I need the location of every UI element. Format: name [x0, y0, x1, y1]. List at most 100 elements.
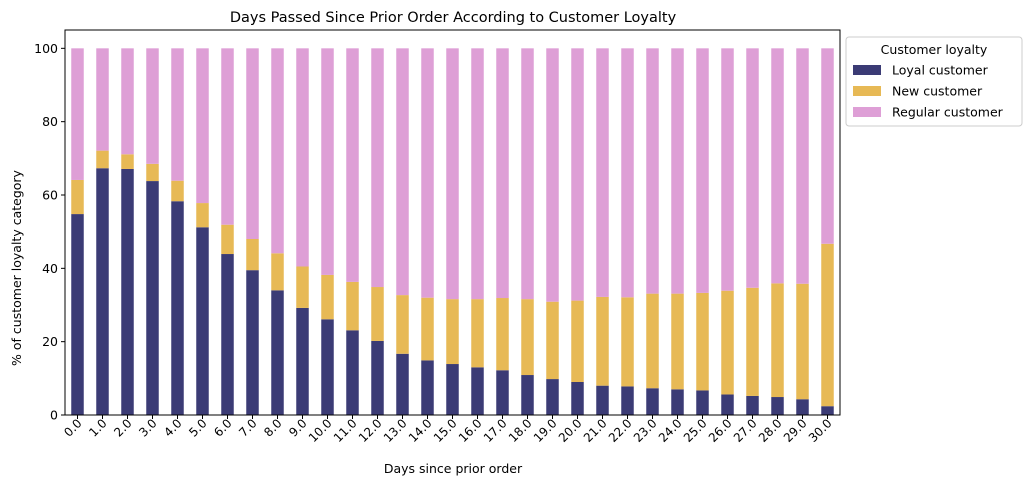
bar-segment-new-customer-15.0	[446, 299, 459, 365]
bar-segment-loyal-customer-1.0	[96, 168, 109, 415]
bar-segment-new-customer-27.0	[746, 287, 759, 396]
bar-segment-new-customer-17.0	[496, 298, 509, 371]
bar-segment-loyal-customer-14.0	[421, 360, 434, 415]
bar-segment-loyal-customer-7.0	[246, 270, 259, 415]
bar-segment-regular-customer-15.0	[446, 48, 459, 300]
legend-box	[845, 36, 1023, 127]
x-tick-label: 20.0	[556, 416, 585, 445]
bar-segment-regular-customer-1.0	[96, 48, 109, 151]
bar-segment-new-customer-1.0	[96, 150, 109, 169]
bar-segment-loyal-customer-15.0	[446, 364, 459, 415]
x-tick-label: 8.0	[261, 416, 284, 439]
y-tick-label: 40	[42, 261, 58, 276]
plot-frame	[64, 29, 841, 416]
bar-segment-loyal-customer-18.0	[521, 375, 534, 415]
x-tick-label: 22.0	[606, 416, 635, 445]
bar-segment-new-customer-21.0	[596, 296, 609, 386]
x-tick-label: 19.0	[531, 416, 560, 445]
y-tick-label: 80	[42, 114, 58, 129]
bar-segment-loyal-customer-4.0	[171, 201, 184, 415]
bar-segment-regular-customer-6.0	[221, 48, 234, 225]
legend-swatch-loyal-customer	[853, 65, 881, 75]
x-tick-label: 27.0	[731, 416, 760, 445]
bar-segment-regular-customer-2.0	[121, 48, 134, 155]
x-tick-label: 16.0	[456, 416, 485, 445]
x-tick-label: 30.0	[806, 416, 835, 445]
chart-title: Days Passed Since Prior Order According …	[230, 10, 677, 26]
bar-segment-new-customer-4.0	[171, 180, 184, 202]
x-tick-label: 23.0	[631, 416, 660, 445]
bar-segment-loyal-customer-23.0	[646, 388, 659, 415]
x-tick-label: 12.0	[356, 416, 385, 445]
bar-segment-loyal-customer-0.0	[71, 214, 84, 415]
bar-segment-regular-customer-11.0	[346, 48, 359, 282]
x-tick-label: 18.0	[506, 416, 535, 445]
bar-segment-regular-customer-30.0	[821, 48, 834, 244]
bar-segment-new-customer-12.0	[371, 287, 384, 341]
x-tick-label: 25.0	[681, 416, 710, 445]
bar-segment-loyal-customer-27.0	[746, 395, 759, 415]
bar-segment-loyal-customer-8.0	[271, 290, 284, 415]
bar-segment-regular-customer-9.0	[296, 48, 309, 267]
legend-label-new-customer: New customer	[892, 84, 983, 99]
bar-segment-loyal-customer-29.0	[796, 399, 809, 415]
x-tick-label: 14.0	[406, 416, 435, 445]
bar-segment-loyal-customer-19.0	[546, 379, 559, 415]
bar-segment-loyal-customer-20.0	[571, 382, 584, 415]
bar-segment-new-customer-24.0	[671, 293, 684, 390]
bar-segment-new-customer-22.0	[621, 297, 634, 387]
bar-segment-loyal-customer-16.0	[471, 367, 484, 415]
bar-segment-regular-customer-7.0	[246, 48, 259, 239]
bar-segment-loyal-customer-30.0	[821, 406, 834, 415]
bar-segment-regular-customer-3.0	[146, 48, 159, 164]
legend-swatch-new-customer	[853, 86, 881, 96]
y-tick-label: 100	[34, 41, 58, 56]
x-tick-label: 7.0	[236, 416, 259, 439]
bar-segment-new-customer-10.0	[321, 274, 334, 320]
x-tick-label: 10.0	[306, 416, 335, 445]
bar-segment-new-customer-29.0	[796, 283, 809, 400]
bar-segment-new-customer-8.0	[271, 253, 284, 291]
legend: Customer loyalty Loyal customer New custo…	[845, 36, 1023, 127]
bar-segment-regular-customer-21.0	[596, 48, 609, 297]
x-tick-label: 0.0	[61, 416, 84, 439]
bar-segment-regular-customer-24.0	[671, 48, 684, 294]
legend-label-loyal-customer: Loyal customer	[892, 63, 989, 78]
bar-segment-new-customer-23.0	[646, 293, 659, 389]
bar-segment-new-customer-14.0	[421, 297, 434, 361]
bar-segment-loyal-customer-5.0	[196, 227, 209, 415]
bar-segment-new-customer-5.0	[196, 203, 209, 228]
legend-items: Loyal customer New customer Regular custom…	[853, 63, 1004, 120]
bar-segment-new-customer-19.0	[546, 301, 559, 380]
bars-layer	[71, 48, 834, 415]
bar-segment-new-customer-7.0	[246, 239, 259, 271]
bar-segment-new-customer-18.0	[521, 299, 534, 376]
bar-segment-regular-customer-28.0	[771, 48, 784, 284]
legend-swatch-regular-customer	[853, 107, 881, 117]
bar-segment-new-customer-20.0	[571, 300, 584, 382]
x-axis-label: Days since prior order	[384, 461, 523, 476]
bar-segment-new-customer-26.0	[721, 290, 734, 395]
x-tick-label: 21.0	[581, 416, 610, 445]
bar-segment-loyal-customer-26.0	[721, 394, 734, 415]
bar-segment-regular-customer-19.0	[546, 48, 559, 302]
bar-segment-new-customer-13.0	[396, 295, 409, 354]
x-tick-label: 4.0	[161, 416, 184, 439]
bar-segment-regular-customer-10.0	[321, 48, 334, 275]
x-tick-label: 17.0	[481, 416, 510, 445]
bar-segment-new-customer-11.0	[346, 281, 359, 331]
bar-segment-new-customer-30.0	[821, 243, 834, 407]
bar-segment-regular-customer-17.0	[496, 48, 509, 299]
bar-segment-regular-customer-12.0	[371, 48, 384, 288]
x-tick-label: 3.0	[136, 416, 159, 439]
bar-segment-regular-customer-25.0	[696, 48, 709, 293]
bar-segment-loyal-customer-17.0	[496, 370, 509, 415]
bar-segment-new-customer-16.0	[471, 299, 484, 368]
bar-segment-regular-customer-13.0	[396, 48, 409, 296]
bar-segment-regular-customer-27.0	[746, 48, 759, 288]
bar-segment-regular-customer-22.0	[621, 48, 634, 298]
legend-title: Customer loyalty	[881, 42, 988, 57]
bar-segment-loyal-customer-10.0	[321, 319, 334, 415]
